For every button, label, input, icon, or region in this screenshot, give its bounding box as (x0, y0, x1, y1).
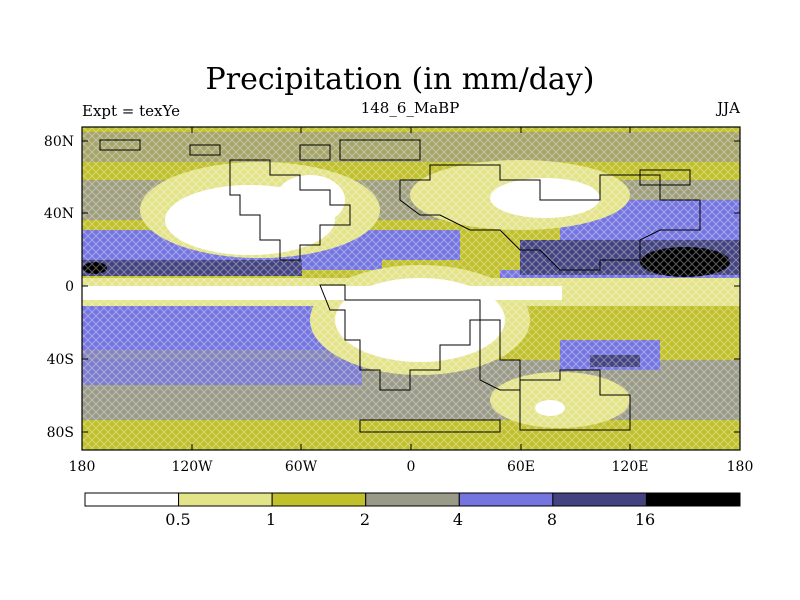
lat-tick-label: 0 (65, 279, 74, 295)
period-label: 148_6_MaBP (360, 99, 460, 117)
lat-tick-label: 80S (47, 425, 74, 441)
lon-tick-label: 0 (407, 459, 416, 475)
colorbar-swatch (271, 492, 367, 507)
colorbar (84, 492, 741, 507)
colorbar-swatch (365, 492, 460, 507)
page-title: Precipitation (in mm/day) (205, 62, 595, 97)
experiment-label: Expt = texYe (82, 102, 180, 120)
colorbar-labels: 0.5 1 2 4 8 16 (165, 510, 655, 529)
colorbar-label: 1 (266, 510, 276, 529)
colorbar-label: 2 (360, 510, 370, 529)
colorbar-label: 8 (547, 510, 557, 529)
colorbar-swatch (178, 492, 273, 507)
lon-tick-label: 180 (727, 459, 754, 475)
map-field (82, 127, 740, 450)
colorbar-swatch (645, 492, 741, 507)
lat-tick-label: 80N (44, 134, 74, 150)
lon-tick-label: 60W (285, 459, 318, 475)
lon-tick-label: 120W (171, 459, 213, 475)
colorbar-label: 0.5 (165, 510, 190, 529)
season-label: JJA (717, 99, 740, 117)
axis-ticks (81, 127, 741, 450)
colorbar-swatch (458, 492, 554, 507)
lon-tick-label: 60E (507, 459, 535, 475)
colorbar-swatch (84, 492, 180, 507)
colorbar-label: 16 (635, 510, 655, 529)
colorbar-swatch (552, 492, 647, 507)
colorbar-label: 4 (453, 510, 463, 529)
lon-tick-label: 180 (69, 459, 96, 475)
lon-labels: 180 120W 60W 0 60E 120E 180 (69, 459, 754, 475)
lat-tick-label: 40N (44, 206, 74, 222)
lat-tick-label: 40S (47, 352, 74, 368)
lat-labels: 80N 40N 0 40S 80S (44, 134, 74, 441)
coastlines (99, 139, 701, 433)
lon-tick-label: 120E (612, 459, 649, 475)
